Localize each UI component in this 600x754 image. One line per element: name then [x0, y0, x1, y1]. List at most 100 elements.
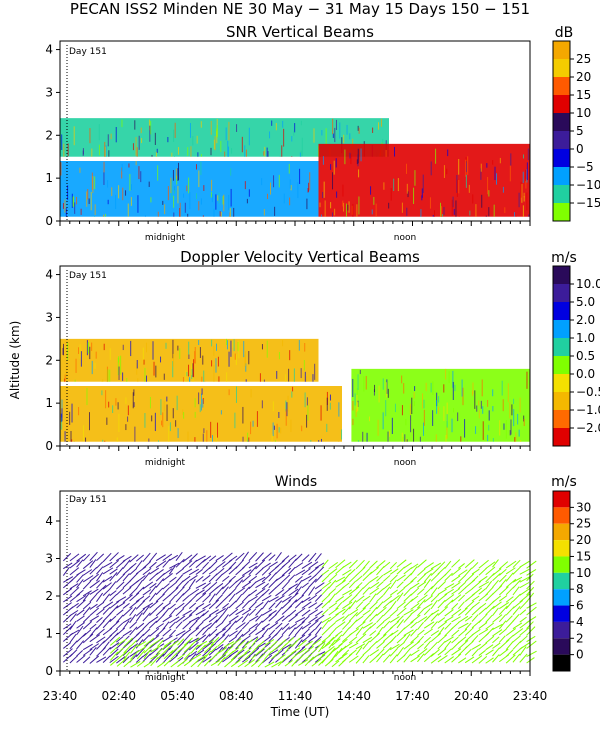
- wind-barb: [335, 608, 346, 616]
- wind-barb: [208, 555, 217, 562]
- wind-barb: [318, 640, 326, 647]
- wind-barb: [321, 569, 330, 576]
- colorbar-label: 1.0: [576, 331, 595, 345]
- wind-barb: [362, 609, 371, 616]
- wind-barb: [69, 620, 77, 630]
- wind-barb: [437, 573, 447, 583]
- wind-barb: [519, 588, 530, 596]
- colorbar-segment: [553, 491, 570, 508]
- wind-barb: [82, 553, 91, 562]
- wind-barb: [235, 559, 245, 569]
- wind-barb: [294, 639, 303, 649]
- wind-barb: [308, 574, 317, 582]
- wind-barb: [188, 559, 198, 568]
- wind-barb: [228, 587, 237, 596]
- wind-barb: [208, 560, 218, 570]
- wind-barb: [311, 644, 321, 654]
- wind-barb: [335, 616, 345, 623]
- wind-barb: [82, 606, 91, 616]
- wind-barb: [328, 573, 338, 583]
- wind-barb: [512, 559, 521, 568]
- wind-barb: [512, 599, 524, 609]
- wind-barb: [255, 653, 264, 663]
- wind-barb: [464, 573, 475, 583]
- wind-barb: [348, 628, 360, 636]
- wind-barb: [175, 615, 186, 624]
- wind-barb: [257, 653, 266, 661]
- wind-barb: [430, 648, 440, 657]
- wind-barb: [235, 601, 244, 610]
- wind-barb: [295, 607, 306, 616]
- wind-barb: [76, 589, 84, 597]
- wind-barb: [505, 596, 514, 603]
- wind-barb: [485, 644, 494, 651]
- wind-barb: [410, 614, 421, 624]
- wind-barb: [444, 560, 452, 569]
- wind-barb: [458, 594, 466, 602]
- wind-barb: [478, 642, 488, 650]
- wind-barb: [136, 641, 146, 648]
- wind-barb: [485, 622, 495, 630]
- wind-barb: [208, 568, 217, 575]
- wind-barb: [505, 641, 514, 651]
- wind-barb: [308, 635, 318, 643]
- wind-barb: [235, 575, 245, 583]
- wind-barb: [335, 634, 343, 642]
- wind-barb: [478, 613, 488, 624]
- wind-barb: [328, 628, 337, 637]
- wind-barb: [244, 647, 252, 654]
- wind-barb: [328, 568, 338, 576]
- panel-title-winds: Winds: [275, 474, 317, 490]
- x-tick-label: 14:40: [336, 689, 371, 703]
- wind-barb: [335, 647, 343, 657]
- wind-barb: [437, 599, 446, 609]
- wind-barb: [471, 575, 479, 583]
- wind-barb: [102, 641, 110, 650]
- wind-barb: [314, 636, 322, 643]
- wind-barb: [464, 656, 475, 664]
- wind-barb: [423, 603, 433, 610]
- wind-barb: [182, 634, 191, 644]
- wind-barb: [169, 621, 176, 629]
- wind-barb: [96, 617, 103, 624]
- wind-barb: [275, 581, 283, 589]
- colorbar-label: −2.0: [576, 421, 600, 435]
- wind-barb: [281, 599, 291, 609]
- wind-barb: [195, 649, 205, 656]
- wind-barb: [423, 608, 431, 616]
- wind-barb: [396, 634, 407, 644]
- wind-barb: [202, 603, 212, 610]
- colorbar-segment: [553, 428, 570, 446]
- wind-barb: [526, 616, 537, 624]
- wind-barb: [215, 586, 224, 596]
- colorbar-label: 10: [576, 106, 591, 120]
- wind-barb: [82, 615, 91, 623]
- wind-barb: [123, 637, 133, 648]
- wind-barb: [241, 581, 251, 589]
- wind-barb: [294, 620, 305, 630]
- wind-barb: [308, 628, 316, 636]
- wind-barb: [241, 629, 251, 637]
- wind-barb: [314, 589, 323, 595]
- wind-barb: [89, 588, 99, 595]
- wind-barb: [228, 575, 236, 583]
- data-layer: [351, 368, 530, 442]
- wind-barb: [228, 593, 236, 603]
- wind-barb: [308, 620, 319, 629]
- wind-barb: [109, 572, 118, 582]
- wind-barb: [208, 599, 220, 610]
- wind-barb: [69, 613, 77, 622]
- wind-barb: [109, 552, 119, 562]
- wind-barb: [298, 659, 309, 666]
- wind-barb: [328, 613, 339, 622]
- colorbar-label: −1.0: [576, 403, 600, 417]
- wind-barb: [298, 648, 307, 655]
- wind-barb: [498, 648, 509, 657]
- wind-barb: [281, 560, 291, 568]
- wind-barb: [235, 649, 245, 657]
- wind-barb: [169, 554, 179, 561]
- wind-barb: [291, 647, 301, 654]
- wind-barb: [485, 657, 494, 664]
- wind-barb: [294, 600, 304, 609]
- wind-barb: [116, 555, 125, 562]
